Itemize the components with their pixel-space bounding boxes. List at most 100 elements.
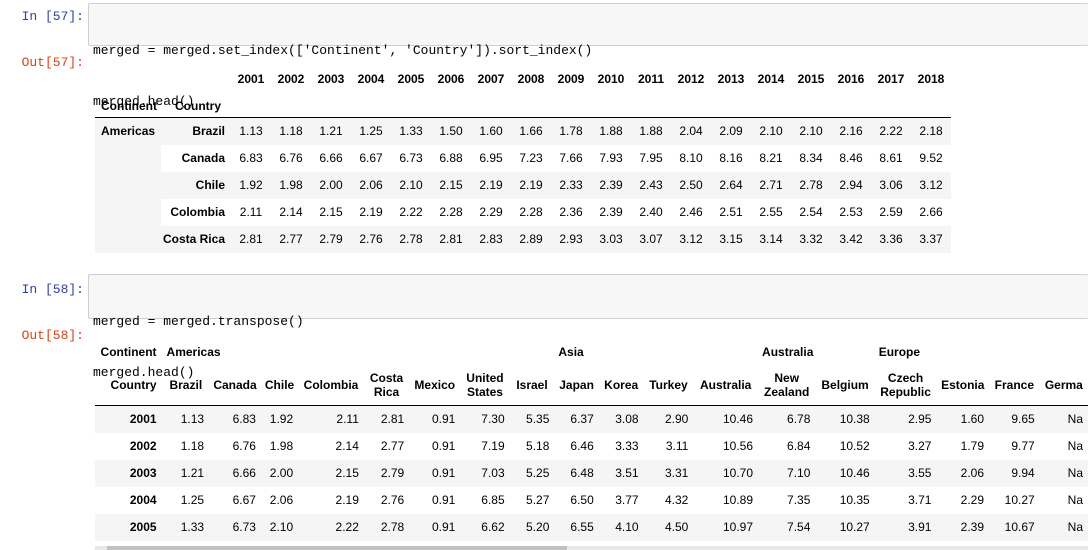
table-row: Costa Rica 2.81 2.77 2.79 2.76 2.78 2.81 2.83 2.…	[95, 225, 951, 253]
value-cell: 2.22	[298, 513, 364, 541]
value-cell: 3.12	[671, 225, 711, 253]
empty-header-cell	[391, 95, 431, 118]
value-cell: 2.51	[719, 205, 743, 219]
value-cell: 2.11	[239, 205, 263, 219]
value-cell: 10.27	[1004, 493, 1035, 507]
scrollbar-thumb[interactable]	[107, 546, 567, 550]
value-cell: 0.91	[409, 513, 461, 541]
year-column-header: 2018	[917, 71, 945, 86]
value-cell: 2.77	[271, 225, 311, 253]
value-cell: 6.67	[359, 151, 383, 165]
country-column-header: France	[989, 365, 1040, 406]
country-axis-label: Country	[95, 365, 163, 406]
value-cell: 6.66	[319, 151, 343, 165]
value-cell: 2.14	[335, 439, 359, 453]
value-cell: 2.29	[960, 493, 985, 507]
value-cell: 1.25	[180, 493, 205, 507]
value-cell: 2.39	[591, 171, 631, 199]
value-cell: 2.71	[751, 171, 791, 199]
continent-header: Asia	[558, 345, 584, 359]
output-prompt-57: Out[57]:	[21, 55, 84, 70]
value-cell: 7.95	[639, 151, 663, 165]
value-cell: 1.98	[269, 439, 294, 453]
corner-cell	[95, 62, 161, 95]
code-input-57[interactable]: merged = merged.set_index(['Continent', …	[88, 3, 1088, 109]
value-cell: 3.36	[871, 225, 911, 253]
value-cell: 10.67	[989, 513, 1040, 541]
value-cell: 6.50	[570, 493, 594, 507]
value-cell: 2.00	[311, 171, 351, 199]
value-cell: 6.73	[209, 513, 261, 541]
value-cell: 6.76	[279, 151, 303, 165]
value-cell: 2.94	[831, 171, 871, 199]
value-cell: 6.84	[787, 439, 811, 453]
dataframe-output-58: Continent Americas Asia Australia Europe Co…	[95, 339, 1088, 541]
value-cell: 6.48	[554, 459, 599, 487]
value-cell: 2.54	[799, 205, 823, 219]
continent-header: Europe	[878, 345, 921, 359]
country-column-header: Australia	[693, 365, 759, 406]
value-cell: 2.19	[335, 493, 359, 507]
country-column-header: Canada	[209, 365, 261, 406]
value-cell: 2.36	[559, 205, 583, 219]
value-cell: 2.11	[298, 405, 364, 433]
value-cell: 2.10	[751, 117, 791, 145]
value-cell: 1.25	[351, 117, 391, 145]
value-cell: 9.65	[989, 405, 1040, 433]
year-column-header: 2006	[437, 71, 465, 86]
value-cell: 6.88	[439, 151, 463, 165]
value-cell: 2.18	[911, 117, 951, 145]
value-cell: 7.03	[460, 459, 510, 487]
empty-header-cell	[551, 95, 591, 118]
value-cell: 3.27	[908, 439, 932, 453]
corner-cell	[161, 62, 231, 95]
year-column-header: 2008	[517, 71, 545, 86]
value-cell: 6.85	[481, 493, 505, 507]
horizontal-scrollbar[interactable]	[95, 546, 1088, 550]
value-cell: 10.46	[815, 459, 875, 487]
value-cell: 2.16	[831, 117, 871, 145]
value-cell: 3.37	[911, 225, 951, 253]
value-cell: 2.04	[671, 117, 711, 145]
value-cell: 6.83	[239, 151, 263, 165]
value-cell: 2.19	[471, 171, 511, 199]
value-cell: 7.10	[758, 459, 816, 487]
table-row: Chile 1.92 1.98 2.00 2.06 2.10 2.15 2.19 2.19 2.3…	[95, 171, 951, 199]
value-cell: 1.88	[591, 117, 631, 145]
value-cell: 8.61	[879, 151, 903, 165]
empty-header-cell	[831, 95, 871, 118]
value-cell: 2.39	[599, 205, 623, 219]
value-cell: 2.93	[551, 225, 591, 253]
value-cell: 2.55	[759, 205, 783, 219]
value-cell: 8.34	[799, 151, 823, 165]
value-cell: 2.77	[380, 439, 405, 453]
empty-header-cell	[791, 95, 831, 118]
value-cell: 2.28	[519, 205, 543, 219]
empty-header-cell	[351, 95, 391, 118]
value-cell: 4.50	[643, 513, 694, 541]
year-index-cell: 2002	[129, 439, 157, 453]
table-row: 2001 1.13 6.83 1.92 2.11 2.81 0.91 7.30 5.35 6.37…	[95, 405, 1088, 433]
value-cell: 5.18	[526, 439, 550, 453]
country-column-header: Belgium	[815, 365, 875, 406]
value-cell: 5.27	[526, 493, 550, 507]
value-cell: 2.90	[643, 405, 694, 433]
year-column-header: 2007	[477, 71, 505, 86]
country-column-header: Chile	[260, 365, 299, 406]
year-column-header: 2013	[717, 71, 745, 86]
value-cell: 1.33	[162, 513, 210, 541]
value-cell: 10.97	[693, 513, 759, 541]
input-prompt-57: In [57]:	[21, 9, 84, 24]
empty-header-cell	[631, 95, 671, 118]
continent-axis-label: Continent	[100, 345, 157, 359]
country-column-header: Germa	[1039, 365, 1088, 406]
code-input-58[interactable]: merged = merged.transpose() merged.head(…	[88, 274, 1088, 380]
value-cell: 10.46	[693, 405, 759, 433]
value-cell: 6.46	[570, 439, 594, 453]
year-index-cell: 2004	[129, 493, 157, 507]
value-cell: 7.30	[460, 405, 510, 433]
value-cell: 2.00	[260, 459, 299, 487]
country-column-header: Czech Republic	[874, 365, 937, 406]
value-cell: Na	[1039, 405, 1088, 433]
value-cell: 9.77	[1011, 439, 1035, 453]
